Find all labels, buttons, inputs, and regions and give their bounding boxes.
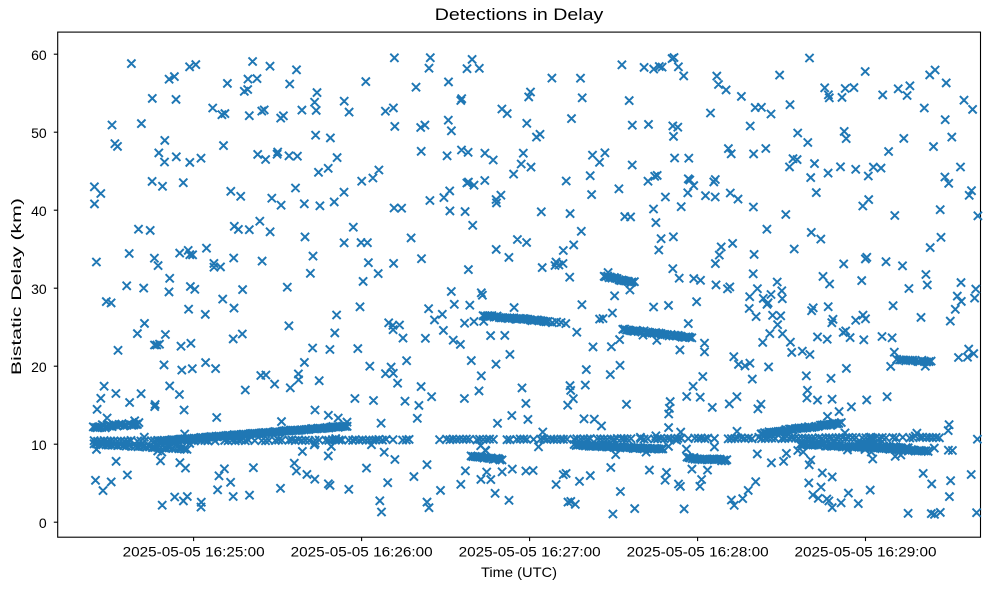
svg-text:Time (UTC): Time (UTC) bbox=[481, 564, 557, 580]
svg-text:2025-05-05 16:26:00: 2025-05-05 16:26:00 bbox=[291, 544, 433, 560]
svg-text:40: 40 bbox=[31, 203, 47, 219]
svg-text:10: 10 bbox=[31, 437, 47, 453]
svg-text:2025-05-05 16:25:00: 2025-05-05 16:25:00 bbox=[123, 544, 265, 560]
svg-text:0: 0 bbox=[39, 515, 47, 531]
svg-text:30: 30 bbox=[31, 281, 47, 297]
svg-text:60: 60 bbox=[31, 47, 47, 63]
svg-text:50: 50 bbox=[31, 125, 47, 141]
svg-text:20: 20 bbox=[31, 359, 47, 375]
svg-text:2025-05-05 16:27:00: 2025-05-05 16:27:00 bbox=[459, 544, 601, 560]
svg-text:Detections in Delay: Detections in Delay bbox=[435, 5, 604, 24]
svg-text:2025-05-05 16:28:00: 2025-05-05 16:28:00 bbox=[627, 544, 769, 560]
svg-text:2025-05-05 16:29:00: 2025-05-05 16:29:00 bbox=[795, 544, 937, 560]
svg-text:Bistatic Delay (km): Bistatic Delay (km) bbox=[8, 198, 24, 375]
